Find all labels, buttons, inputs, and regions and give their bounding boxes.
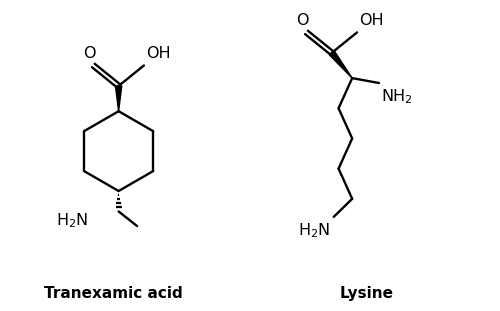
Polygon shape bbox=[116, 86, 122, 111]
Text: NH$_2$: NH$_2$ bbox=[382, 87, 413, 106]
Text: OH: OH bbox=[146, 46, 171, 61]
Text: O: O bbox=[83, 46, 96, 61]
Text: H$_2$N: H$_2$N bbox=[298, 222, 330, 240]
Text: O: O bbox=[296, 12, 309, 28]
Text: H$_2$N: H$_2$N bbox=[56, 211, 88, 230]
Polygon shape bbox=[330, 51, 352, 78]
Text: Tranexamic acid: Tranexamic acid bbox=[44, 286, 183, 301]
Text: Lysine: Lysine bbox=[340, 286, 394, 301]
Text: OH: OH bbox=[360, 12, 384, 28]
